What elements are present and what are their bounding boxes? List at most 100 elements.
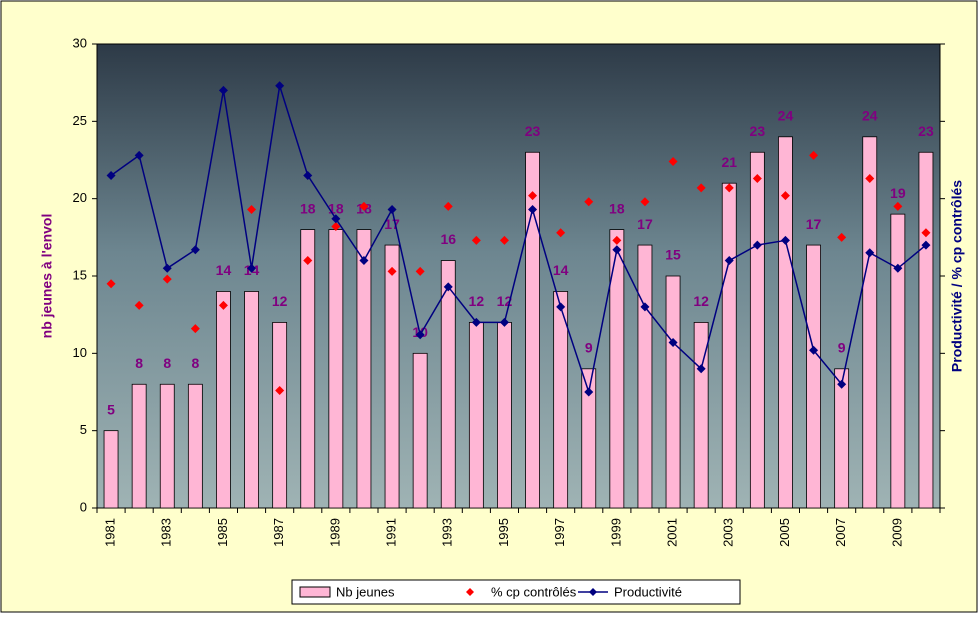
data-label: 12 bbox=[693, 293, 709, 309]
legend-swatch bbox=[466, 588, 474, 596]
x-tick-label: 1989 bbox=[327, 518, 342, 547]
data-label: 12 bbox=[272, 293, 288, 309]
bar bbox=[525, 151, 540, 509]
scatter-point bbox=[106, 279, 116, 289]
bar bbox=[187, 383, 203, 509]
line-marker bbox=[359, 256, 369, 266]
line-marker bbox=[471, 317, 481, 327]
data-label: 8 bbox=[163, 355, 171, 371]
line-marker bbox=[865, 248, 875, 258]
scatter-point bbox=[893, 201, 903, 211]
scatter-point bbox=[724, 183, 734, 193]
line-marker bbox=[837, 379, 847, 389]
scatter-point bbox=[584, 197, 594, 207]
scatter-point bbox=[752, 174, 762, 184]
scatter-point bbox=[809, 150, 819, 160]
bar bbox=[721, 182, 737, 509]
scatter-point bbox=[190, 324, 200, 334]
x-tick-label: 1993 bbox=[440, 518, 455, 547]
bar bbox=[862, 136, 878, 509]
bar bbox=[300, 229, 316, 509]
scatter-point bbox=[780, 191, 790, 201]
line-marker bbox=[696, 364, 706, 374]
scatter-point bbox=[668, 157, 678, 167]
y-tick-label: 30 bbox=[73, 35, 87, 50]
line-marker bbox=[303, 170, 313, 180]
scatter-point bbox=[275, 385, 285, 395]
x-tick-label: 1981 bbox=[102, 518, 117, 547]
bar bbox=[356, 229, 372, 509]
bar bbox=[581, 368, 597, 509]
data-label: 17 bbox=[637, 216, 653, 232]
data-label: 14 bbox=[216, 262, 232, 278]
x-tick-label: 1991 bbox=[383, 518, 398, 547]
data-label: 8 bbox=[135, 355, 143, 371]
line-marker bbox=[528, 204, 538, 214]
line-marker bbox=[387, 204, 397, 214]
line-marker bbox=[415, 330, 425, 340]
y-tick-label: 15 bbox=[73, 267, 87, 282]
data-label: 14 bbox=[553, 262, 569, 278]
scatter-point bbox=[837, 232, 847, 242]
scatter-point bbox=[359, 201, 369, 211]
scatter-point bbox=[303, 256, 313, 266]
line bbox=[110, 85, 927, 395]
bar bbox=[918, 151, 934, 509]
scatter-point bbox=[218, 300, 228, 310]
data-label: 5 bbox=[107, 401, 115, 417]
line-marker bbox=[190, 245, 200, 255]
legend-label: % cp contrôlés bbox=[491, 584, 577, 599]
x-tick-label: 2003 bbox=[721, 518, 736, 547]
scatter-point bbox=[162, 274, 172, 284]
bar bbox=[412, 352, 428, 509]
y-tick-label: 0 bbox=[80, 499, 87, 514]
scatter-point bbox=[443, 201, 453, 211]
line-marker bbox=[134, 150, 144, 160]
line-marker bbox=[443, 282, 453, 292]
bar bbox=[328, 229, 344, 509]
scatter-point bbox=[556, 228, 566, 238]
data-label: 9 bbox=[585, 340, 593, 356]
bar bbox=[216, 291, 231, 509]
data-label: 18 bbox=[300, 200, 316, 216]
legend-swatch bbox=[299, 586, 331, 598]
line-marker bbox=[668, 338, 678, 348]
x-tick-label: 1995 bbox=[496, 518, 511, 547]
bar bbox=[890, 213, 906, 509]
line-marker bbox=[724, 256, 734, 266]
legend-label: Productivité bbox=[614, 584, 682, 599]
line-marker bbox=[247, 263, 257, 273]
scatter-point bbox=[387, 266, 397, 276]
x-tick-label: 2009 bbox=[889, 518, 904, 547]
line-marker bbox=[556, 302, 566, 312]
plot-area bbox=[96, 43, 941, 509]
legend: Nb jeunes % cp contrôlés Productivité bbox=[291, 579, 741, 605]
line-marker bbox=[331, 214, 341, 224]
data-label: 9 bbox=[838, 340, 846, 356]
y2-axis-label: Productivité / % cp contrôlés bbox=[949, 180, 965, 372]
bar bbox=[384, 244, 400, 509]
scatter-point bbox=[612, 235, 622, 245]
data-label: 18 bbox=[328, 200, 344, 216]
bar bbox=[159, 383, 175, 509]
data-label: 24 bbox=[862, 108, 878, 124]
x-tick-label: 1999 bbox=[608, 518, 623, 547]
x-tick-label: 1997 bbox=[552, 518, 567, 547]
scatter-point bbox=[640, 197, 650, 207]
bar bbox=[468, 321, 484, 509]
x-tick-label: 2007 bbox=[833, 518, 848, 547]
line-marker bbox=[275, 81, 285, 91]
bar bbox=[131, 383, 147, 509]
line-marker bbox=[893, 263, 903, 273]
line-marker bbox=[921, 240, 931, 250]
data-label: 23 bbox=[525, 123, 541, 139]
line-marker bbox=[612, 245, 622, 255]
scatter-point bbox=[921, 228, 931, 238]
bar bbox=[272, 321, 288, 509]
scatter-point bbox=[696, 183, 706, 193]
scatter-point bbox=[865, 174, 875, 184]
bar bbox=[665, 275, 681, 509]
bar bbox=[103, 430, 119, 509]
line-marker bbox=[106, 170, 116, 180]
y-tick-label: 20 bbox=[73, 190, 87, 205]
